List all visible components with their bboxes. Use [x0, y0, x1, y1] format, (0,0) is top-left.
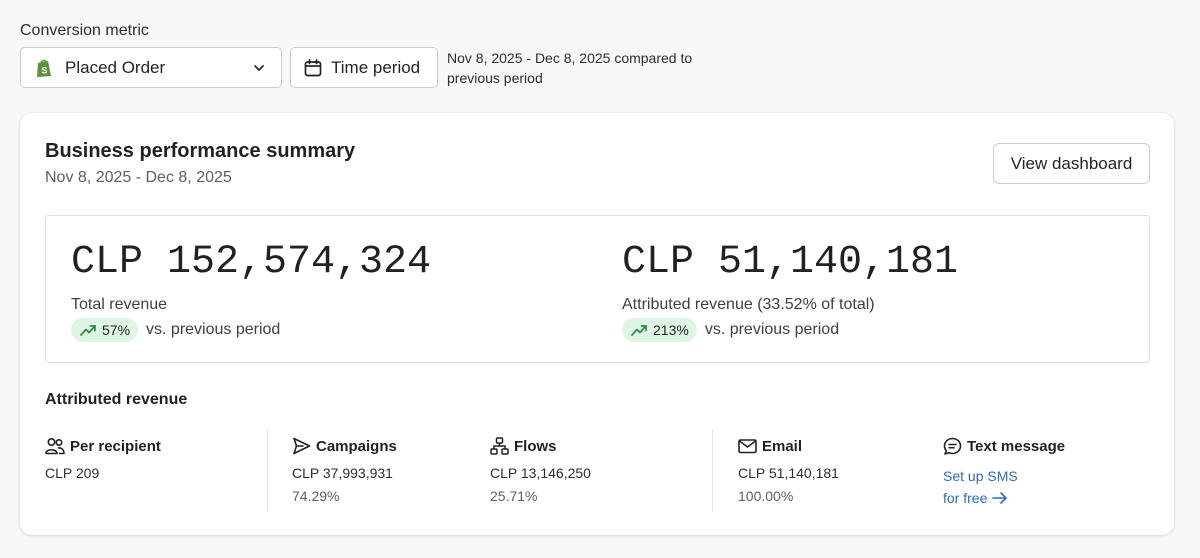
total-revenue-change: 57% [102, 322, 131, 338]
trend-up-icon [80, 325, 96, 336]
revenue-summary-box: CLP 152,574,324 Total revenue 57% vs. pr… [45, 215, 1150, 363]
card-title: Business performance summary [45, 140, 356, 162]
chevron-down-icon [251, 60, 267, 76]
total-revenue-label: Total revenue [71, 296, 168, 313]
business-performance-card: Business performance summary Nov 8, 2025… [20, 113, 1174, 535]
card-date-range: Nov 8, 2025 - Dec 8, 2025 [45, 169, 232, 186]
sms-label: Text message [967, 437, 1066, 455]
column-divider [267, 429, 268, 511]
send-icon [293, 437, 311, 455]
sms-column: Text message Set up SMS for free [943, 435, 1065, 509]
attributed-revenue-vs-text: vs. previous period [704, 321, 840, 338]
date-range-text: Nov 8, 2025 - Dec 8, 2025 compared to pr… [447, 50, 693, 86]
total-revenue-vs-text: vs. previous period [146, 321, 281, 338]
per-recipient-column: Per recipient CLP 209 [45, 435, 161, 482]
email-column: Email CLP 51,140,181 100.00% [738, 435, 839, 505]
per-recipient-value: CLP 209 [45, 465, 100, 481]
campaigns-percent: 74.29% [292, 488, 340, 504]
column-divider [712, 429, 713, 511]
attributed-revenue-value: CLP 51,140,181 [622, 240, 959, 285]
email-percent: 100.00% [738, 488, 794, 504]
attributed-revenue-change: 213% [653, 322, 689, 338]
email-label: Email [762, 437, 803, 455]
attributed-revenue-title: Attributed revenue [45, 391, 188, 408]
mail-icon [738, 439, 757, 454]
email-value: CLP 51,140,181 [738, 465, 839, 481]
arrow-right-icon [992, 492, 1008, 504]
flows-column: Flows CLP 13,146,250 25.71% [490, 435, 591, 504]
people-icon [45, 437, 65, 455]
flows-percent: 25.71% [490, 488, 538, 504]
per-recipient-label: Per recipient [70, 437, 161, 455]
total-revenue-value: CLP 152,574,324 [71, 240, 432, 285]
flows-value: CLP 13,146,250 [490, 465, 591, 481]
attributed-revenue-metric: CLP 51,140,181 Attributed revenue (33.52… [622, 240, 958, 342]
setup-sms-link[interactable]: Set up SMS for free [943, 465, 1065, 509]
conversion-metric-value: Placed Order [65, 57, 166, 77]
campaigns-column: Campaigns CLP 37,993,931 74.29% [292, 435, 397, 505]
calendar-icon [304, 58, 322, 77]
attributed-revenue-change-badge: 213% [622, 318, 697, 342]
time-period-button[interactable]: Time period [290, 47, 438, 88]
conversion-metric-select[interactable]: S Placed Order [20, 47, 282, 88]
campaigns-label: Campaigns [316, 437, 397, 455]
conversion-metric-label: Conversion metric [20, 22, 149, 39]
chat-icon [943, 437, 962, 455]
time-period-label: Time period [331, 57, 421, 77]
total-revenue-metric: CLP 152,574,324 Total revenue 57% vs. pr… [71, 240, 431, 342]
svg-text:S: S [42, 65, 48, 75]
setup-sms-link-line2: for free [943, 490, 988, 506]
total-revenue-change-badge: 57% [71, 318, 139, 342]
flows-label: Flows [514, 437, 557, 455]
trend-up-icon [631, 325, 647, 336]
shopify-icon: S [35, 58, 53, 78]
attributed-revenue-label: Attributed revenue (33.52% of total) [622, 296, 875, 313]
flow-icon [490, 437, 509, 455]
setup-sms-link-line1: Set up SMS [943, 468, 1018, 484]
view-dashboard-button[interactable]: View dashboard [993, 143, 1150, 184]
campaigns-value: CLP 37,993,931 [292, 465, 393, 481]
